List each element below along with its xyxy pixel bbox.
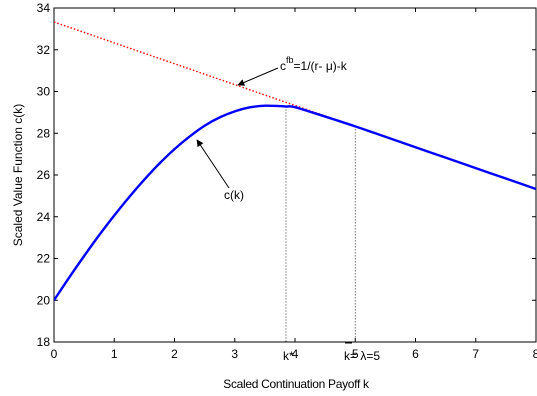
x-tick-label: 2: [171, 347, 178, 361]
y-axis-label: Scaled Value Function c(k): [11, 104, 25, 247]
y-tick-label: 24: [37, 210, 51, 224]
ck-arrow: [196, 139, 230, 189]
first-best-line: [54, 21, 536, 190]
x-tick-label: 7: [472, 347, 479, 361]
x-tick-label: 8: [533, 347, 537, 361]
kstar-label: k*: [283, 349, 294, 363]
y-tick-label: 20: [37, 293, 51, 307]
y-tick-label: 28: [37, 126, 51, 140]
kbar-label-group: k= λ=5: [344, 342, 380, 363]
value-function-curve: [54, 104, 536, 301]
cfb-annotation: cfb=1/(r- μ)-k: [237, 55, 348, 86]
cfb-arrow: [237, 67, 279, 86]
ck-label: c(k): [224, 188, 244, 202]
x-tick-label: 1: [111, 347, 118, 361]
y-tick-label: 18: [37, 335, 51, 349]
x-tick-label: 0: [51, 347, 58, 361]
x-axis-label: Scaled Continuation Payoff k: [223, 377, 370, 391]
y-tick-label: 26: [37, 168, 51, 182]
plot-area: [53, 7, 537, 343]
x-tick-label: 6: [412, 347, 419, 361]
x-tick-label: 3: [231, 347, 238, 361]
series-layer: [54, 21, 536, 301]
y-tick-label: 30: [37, 85, 51, 99]
y-tick-label: 34: [37, 1, 51, 15]
y-tick-label: 22: [37, 252, 51, 266]
x-tick-label: 4: [292, 347, 299, 361]
x-tick-label: 5: [352, 347, 359, 361]
reference-lines: [285, 106, 356, 342]
ck-annotation: c(k): [196, 139, 244, 202]
y-tick-label: 32: [37, 43, 51, 57]
kbar-label: k= λ=5: [344, 349, 380, 363]
cfb-label: cfb=1/(r- μ)-k: [280, 55, 348, 73]
